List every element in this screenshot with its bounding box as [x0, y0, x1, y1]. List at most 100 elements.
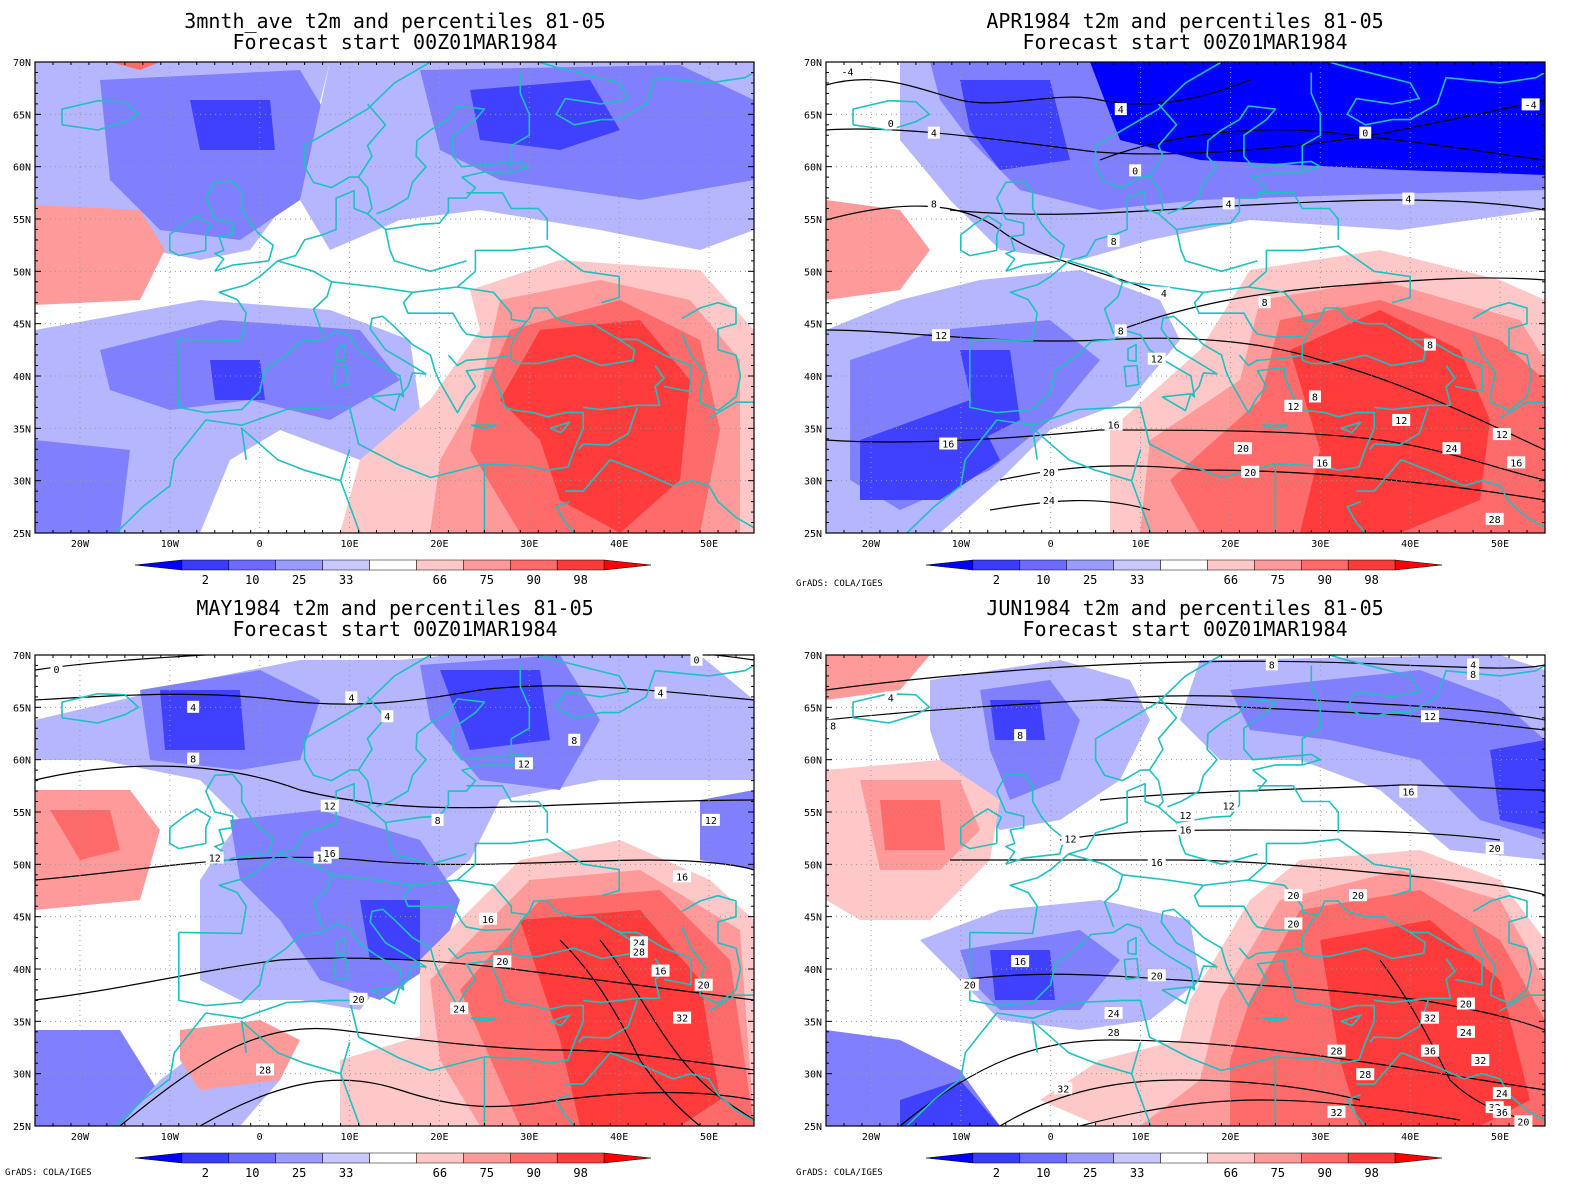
contour-label: 4 [1470, 660, 1476, 671]
contour-label-box [187, 752, 200, 765]
contour-label: 8 [1262, 298, 1268, 309]
contour-label: 12 [1151, 355, 1163, 366]
coastlines [61, 62, 754, 533]
contour-label-box [1054, 1082, 1073, 1095]
contour-label: 0 [54, 665, 60, 676]
colorbar-label: 33 [339, 1166, 353, 1180]
contour-label: 8 [190, 755, 196, 766]
colorbar-swatch [972, 559, 1021, 571]
lat-label: 55N [804, 808, 822, 819]
colorbar-label: 25 [292, 573, 306, 587]
contour-label: 4 [1405, 195, 1411, 206]
colorbar-swatch [369, 1152, 417, 1164]
colorbar-label: 2 [202, 573, 209, 587]
coastline [384, 822, 467, 866]
colorbar-arrow-high [1394, 1152, 1443, 1164]
colorbar-label: 33 [339, 573, 353, 587]
coastline [370, 986, 401, 1005]
coastline [619, 931, 692, 986]
coastline [205, 773, 274, 866]
coastline [1261, 1017, 1288, 1023]
colorbar-swatch [181, 1152, 230, 1164]
contour-label: 8 [1470, 670, 1476, 681]
lon-label: 20E [430, 1132, 448, 1143]
colorbar-swatch [181, 559, 230, 571]
contour-label-box [1442, 442, 1461, 455]
contour-label: 8 [435, 816, 441, 827]
coastline [457, 879, 526, 916]
colorbar-swatch [1160, 559, 1208, 571]
contour-label-box [450, 1002, 469, 1015]
colorbar-label: 90 [1318, 573, 1332, 587]
colorbar-label: 66 [1224, 573, 1238, 587]
coastline [61, 99, 140, 131]
contour-label-box [1356, 1068, 1375, 1081]
contour-label: 12 [1179, 811, 1191, 822]
contour-label: 24 [1460, 1028, 1472, 1039]
contour-label: 4 [1161, 289, 1167, 300]
contour-label: 12 [935, 331, 947, 342]
coastline [277, 260, 333, 335]
coastline [1238, 947, 1303, 960]
contour-label: 12 [705, 816, 717, 827]
colorbar-label: 75 [1271, 573, 1285, 587]
colorbar-swatch [322, 559, 370, 571]
colorbar-label: 10 [245, 573, 259, 587]
coastline [690, 1072, 754, 1122]
contour-label: 4 [1226, 199, 1232, 210]
colorbar-label: 90 [1318, 1166, 1332, 1180]
lon-label: 40E [610, 539, 628, 550]
contour-label: 20 [1460, 1000, 1472, 1011]
lon-label: 20W [862, 539, 881, 550]
contour-label: 12 [1496, 430, 1508, 441]
coastline [1175, 822, 1258, 866]
contour-label-box [939, 437, 958, 450]
contour-label-box [381, 710, 394, 723]
lat-label: 45N [13, 913, 31, 924]
contour-labels: -4 0 4 4 0 0 4 4 8 8 4 8 8 8 12 12 8 12 16 16 20 20 12 16 24 20 12… [838, 65, 1540, 526]
contour-label: 8 [1111, 237, 1117, 248]
coastline [339, 449, 351, 481]
map-frame-panel-1: 20W 10W 0 10E 20E 30E 40E 50E 70N 65N 60N 55N 50N 45N… [796, 58, 1546, 589]
contour-label-box [1176, 823, 1195, 836]
colorbar-swatch [416, 1152, 464, 1164]
contour-label: 24 [1108, 1009, 1120, 1020]
contour-label: 12 [518, 759, 530, 770]
contour-label-box [1147, 856, 1166, 869]
map-field [35, 62, 754, 533]
contour-label-box [1039, 465, 1058, 478]
colorbar-swatch [463, 1152, 511, 1164]
contour-label: 4 [190, 703, 196, 714]
coastline [240, 1020, 361, 1126]
coastline [555, 1093, 575, 1126]
contour-label: 16 [1108, 421, 1120, 432]
contour-label: 8 [571, 736, 577, 747]
contour-label-box [1104, 418, 1123, 431]
contour-label-box [629, 936, 648, 949]
lon-label: 30E [520, 539, 538, 550]
map-field [826, 655, 1545, 1126]
contour-label: 28 [1108, 1028, 1120, 1039]
coastline [906, 908, 1375, 1126]
lat-label: 40N [804, 372, 822, 383]
lat-label: 55N [13, 215, 31, 226]
contour-label-box [1014, 729, 1027, 742]
lat-label: 70N [13, 58, 31, 69]
coastlines [852, 62, 1545, 533]
contour-label: 12 [1395, 416, 1407, 427]
colorbar: 2 10 25 33 66 75 90 98 [134, 1152, 652, 1180]
contour-label: 32 [676, 1014, 688, 1025]
contour-label-box [1265, 658, 1278, 671]
colorbar-arrow-low [134, 1152, 183, 1164]
colorbar-swatch [1019, 1152, 1067, 1164]
contour-label: 32 [1330, 1108, 1342, 1119]
contour-label-box [629, 945, 648, 958]
colorbar-label: 75 [480, 573, 494, 587]
panel-title-line2: Forecast start 00Z01MAR1984 [232, 617, 557, 641]
coastline [619, 338, 692, 393]
map-decorations: 20W 10W 0 10E 20E 30E 40E 50E 70N 65N 60N 55N 50N 45N… [5, 58, 1546, 1180]
lat-label: 50N [13, 267, 31, 278]
lat-label: 55N [13, 808, 31, 819]
colorbar-swatch [275, 559, 323, 571]
